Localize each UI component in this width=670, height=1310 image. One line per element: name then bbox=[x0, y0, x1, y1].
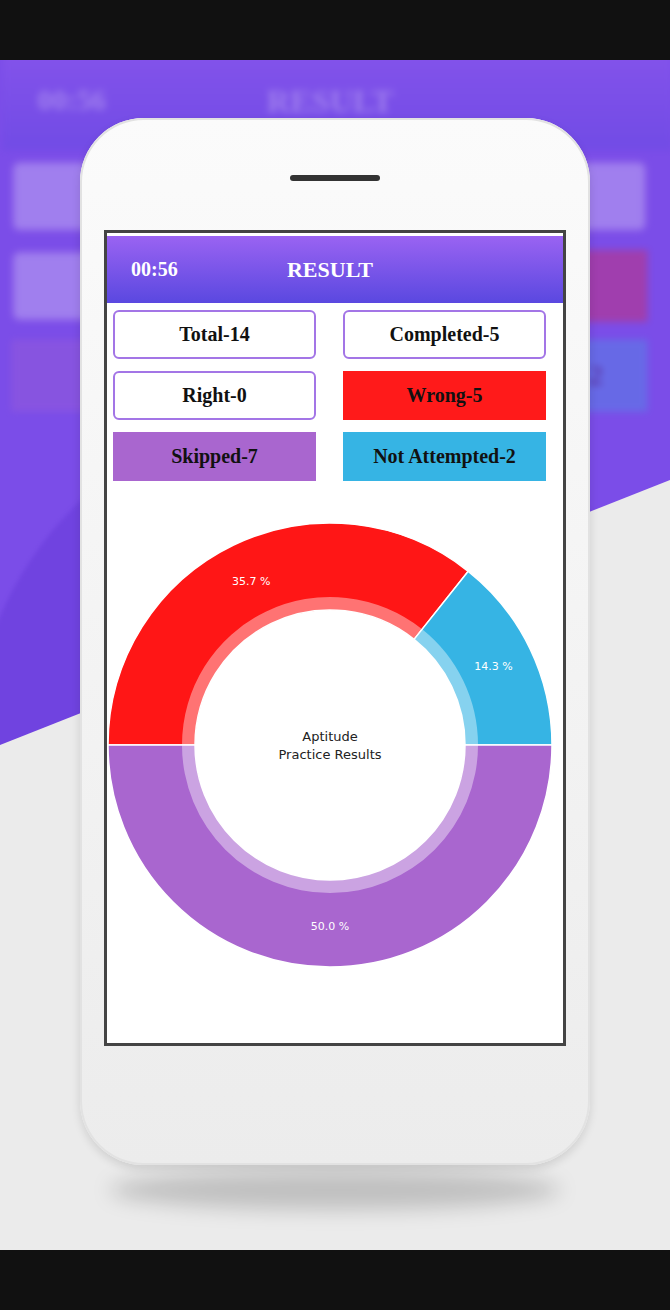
html-text:Not Attempted-2: Not Attempted-2 bbox=[373, 445, 516, 467]
html-text:Completed-5: Completed-5 bbox=[417, 179, 580, 212]
svg-text:14.3 %: 14.3 % bbox=[474, 660, 512, 673]
html-text:Completed-5: Completed-5 bbox=[389, 323, 500, 345]
html-text:00:56: 00:56 bbox=[131, 258, 178, 280]
html-text:Wrong-5: Wrong-5 bbox=[406, 384, 483, 406]
html-text:00:56: 00:56 bbox=[37, 83, 107, 117]
html-text:Total-14: Total-14 bbox=[179, 323, 250, 345]
svg-text:Practice Results: Practice Results bbox=[279, 747, 382, 762]
svg-text:35.7 %: 35.7 % bbox=[232, 575, 270, 588]
html-text:Total-14: Total-14 bbox=[108, 179, 212, 212]
html-text:Skipped-7: Skipped-7 bbox=[96, 358, 224, 392]
html-text:RESULT: RESULT bbox=[287, 257, 373, 282]
html-text:RESULT: RESULT bbox=[266, 82, 394, 120]
html-text:Right-0: Right-0 bbox=[112, 269, 208, 302]
html-text:Not Attempted-2: Not Attempted-2 bbox=[393, 358, 604, 392]
svg-text:50.0 %: 50.0 % bbox=[311, 920, 349, 933]
html-text:Skipped-7: Skipped-7 bbox=[171, 445, 258, 467]
svg-text:Aptitude: Aptitude bbox=[302, 729, 357, 744]
html-text:Right-0: Right-0 bbox=[182, 384, 247, 406]
html-text:Wrong-5: Wrong-5 bbox=[442, 269, 555, 302]
